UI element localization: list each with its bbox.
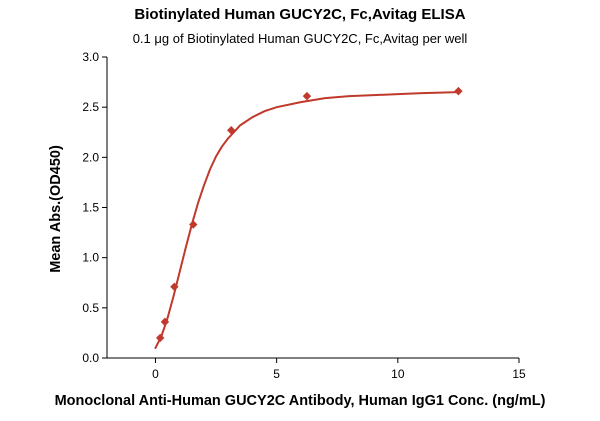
x-tick-label: 0: [152, 367, 159, 381]
x-axis-label: Monoclonal Anti-Human GUCY2C Antibody, H…: [54, 393, 546, 409]
y-tick-label: 1.5: [82, 201, 99, 215]
data-point: [454, 86, 463, 96]
y-tick-label: 0.0: [82, 351, 99, 365]
y-tick-label: 2.5: [82, 100, 99, 114]
x-tick-label: 5: [273, 367, 280, 381]
data-point: [170, 282, 179, 291]
chart-subtitle: 0.1 μg of Biotinylated Human GUCY2C, Fc,…: [132, 31, 468, 46]
fit-curve: [154, 91, 460, 349]
y-tick-label: 1.0: [82, 251, 99, 265]
data-point: [160, 317, 170, 327]
data-point: [189, 220, 198, 229]
x-tick-label: 15: [512, 367, 526, 381]
y-tick-label: 3.0: [82, 50, 99, 64]
data-point: [227, 126, 236, 135]
data-point: [302, 91, 312, 101]
x-tick-label: 10: [391, 367, 405, 381]
y-tick-label: 2.0: [82, 150, 99, 164]
chart-title: Biotinylated Human GUCY2C, Fc,Avitag ELI…: [134, 6, 466, 23]
data-point: [155, 333, 165, 343]
y-tick-label: 0.5: [82, 301, 99, 315]
